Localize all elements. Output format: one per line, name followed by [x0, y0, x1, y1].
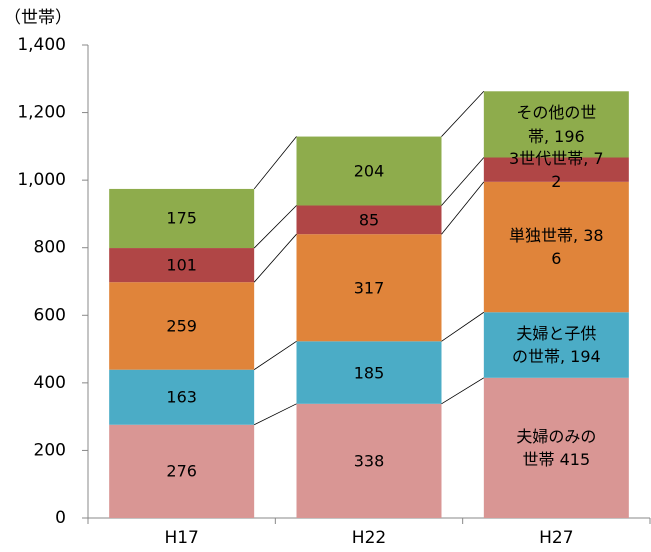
bar-segment — [483, 157, 629, 182]
bar-segment — [296, 234, 442, 342]
series-line — [253, 205, 297, 249]
bar-segment — [296, 205, 442, 235]
y-tick-label: 0 — [55, 508, 66, 528]
data-label: 夫婦と子供の世帯, 194 — [511, 323, 601, 367]
bar-segment — [296, 341, 442, 404]
data-label: 338 — [353, 451, 385, 471]
bar-segment — [109, 248, 255, 283]
y-tick-label: 1,400 — [17, 35, 66, 55]
series-line — [441, 311, 485, 342]
bar-segment — [483, 312, 629, 378]
series-line — [253, 136, 297, 190]
bar-segment — [296, 136, 442, 206]
series-line — [441, 377, 485, 405]
y-tick-label: 800 — [34, 238, 66, 258]
data-label: 317 — [353, 278, 385, 298]
bar-segment — [483, 91, 629, 158]
bar-segment — [483, 377, 629, 518]
x-tick-label: H22 — [352, 528, 386, 548]
bar-segment — [296, 403, 442, 518]
data-label: 3世代世帯, 72 — [509, 148, 604, 191]
data-label: 259 — [166, 316, 197, 336]
data-label: 163 — [166, 387, 197, 407]
data-label: 175 — [166, 208, 197, 228]
y-tick-label: 200 — [34, 440, 66, 460]
y-tick-label: 1,000 — [17, 170, 66, 190]
series-line — [441, 91, 485, 137]
data-label: 276 — [166, 461, 197, 481]
data-label: 単独世帯, 386 — [509, 225, 604, 269]
bar-segment — [109, 369, 255, 425]
data-label: 185 — [353, 362, 385, 382]
series-line — [253, 340, 297, 371]
data-label: 夫婦のみの世帯 415 — [516, 426, 597, 469]
bar-segment — [483, 181, 629, 313]
bar-segment — [109, 424, 255, 518]
series-line — [441, 157, 485, 206]
data-label: その他の世帯, 196 — [516, 103, 597, 146]
y-tick-label: 1,200 — [17, 103, 66, 123]
y-tick-label: 600 — [34, 305, 66, 325]
x-tick-label: H17 — [164, 528, 198, 548]
data-label: 85 — [358, 210, 380, 230]
y-tick-label: 400 — [34, 373, 66, 393]
series-line — [253, 233, 297, 283]
data-label: 101 — [166, 255, 197, 275]
data-label: 204 — [353, 161, 385, 181]
y-axis-label: （世帯） — [4, 8, 72, 28]
series-line — [253, 403, 297, 426]
x-tick-label: H27 — [539, 528, 573, 548]
series-line — [441, 181, 485, 235]
bar-segment — [109, 282, 255, 370]
bar-segment — [109, 188, 255, 249]
